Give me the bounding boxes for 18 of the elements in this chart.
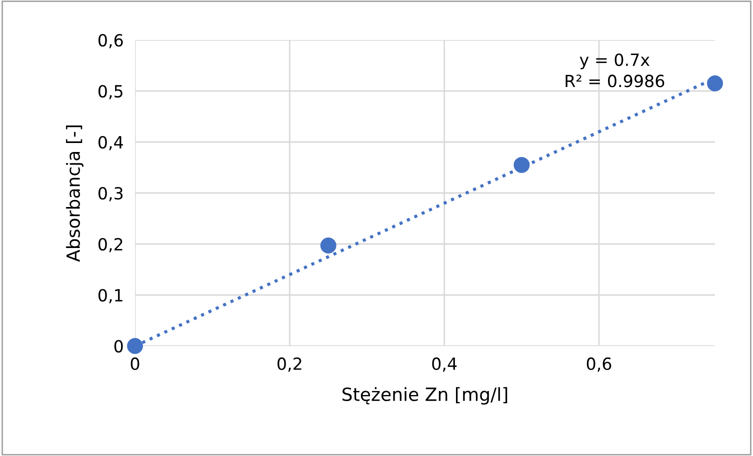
y-tick-label: 0,3 <box>98 186 123 202</box>
x-tick-label: 0,6 <box>586 357 612 372</box>
x-tick-label: 0,2 <box>278 357 302 372</box>
point <box>320 238 336 254</box>
y-tick-label: 0,4 <box>98 136 123 150</box>
y-tick-label: 0 <box>114 340 123 353</box>
x-tick-label: 0,4 <box>432 357 457 372</box>
x-tick-label: 0 <box>130 357 140 370</box>
point <box>707 75 723 92</box>
y-tick-label: 0,2 <box>98 238 122 252</box>
point <box>514 156 530 173</box>
y-axis-title: Absorbancja [-] <box>66 126 84 262</box>
x-axis-title: Stężenie Zn [mg/l] <box>342 387 508 405</box>
annotation: y = 0.7x R² = 0.9986 <box>566 53 664 88</box>
y-tick-label: 0,1 <box>98 288 122 304</box>
point <box>127 338 143 354</box>
y-tick-label: 0,5 <box>98 84 122 100</box>
y-tick-label: 0,6 <box>98 34 123 48</box>
